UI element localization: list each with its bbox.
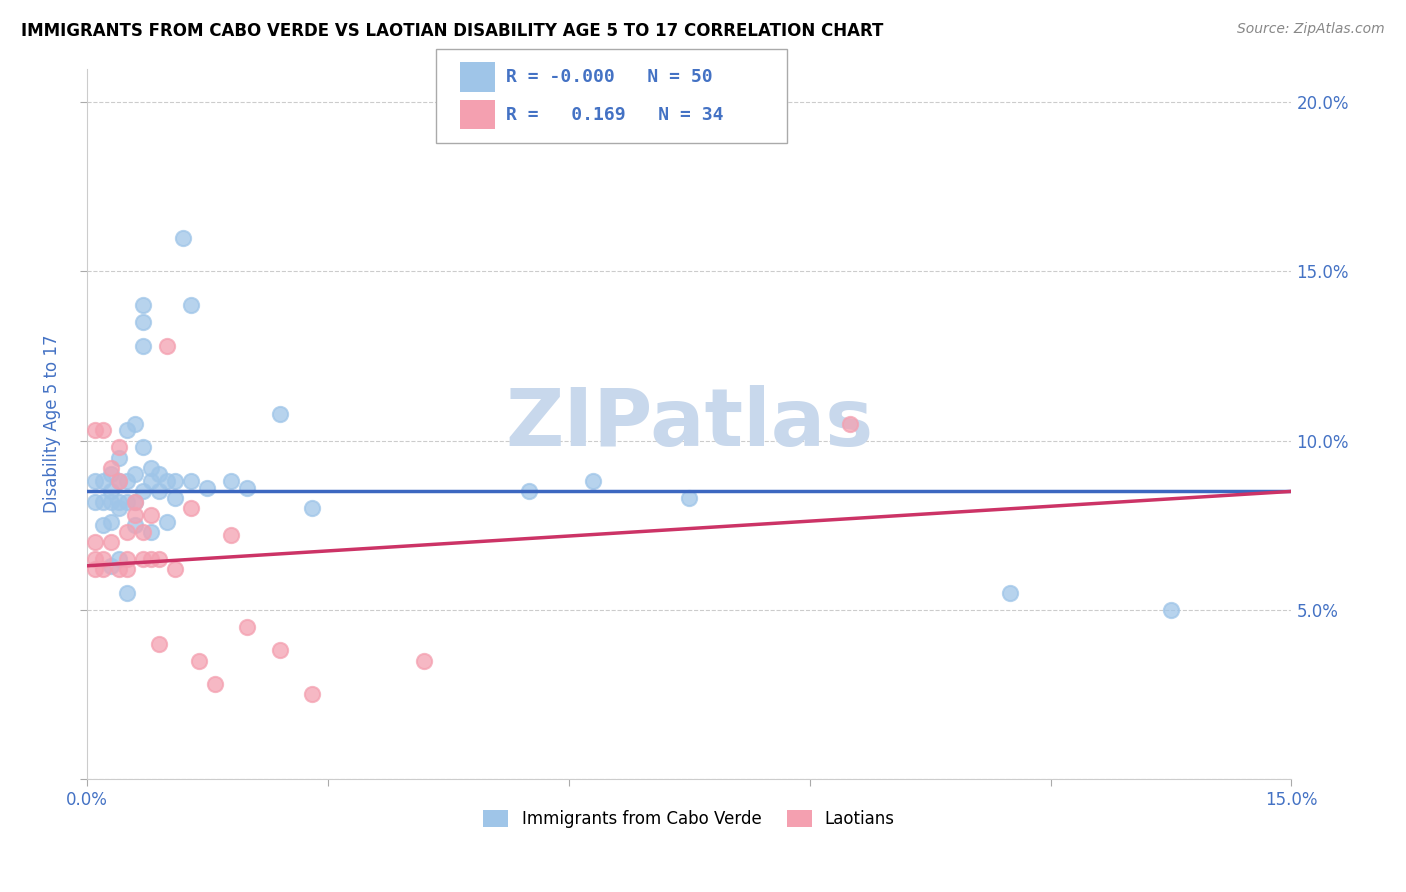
Point	[115, 494, 138, 508]
Point	[148, 467, 170, 482]
Text: ZIPatlas: ZIPatlas	[505, 384, 873, 463]
Point	[124, 494, 146, 508]
Point	[148, 552, 170, 566]
Point	[301, 687, 323, 701]
Point	[100, 467, 122, 482]
Point	[124, 417, 146, 431]
Point	[195, 481, 218, 495]
Point	[156, 515, 179, 529]
Point	[678, 491, 700, 505]
Point	[139, 508, 162, 522]
Point	[517, 484, 540, 499]
Point	[838, 417, 860, 431]
Point	[108, 474, 131, 488]
Point	[236, 481, 259, 495]
Point	[124, 508, 146, 522]
Point	[91, 424, 114, 438]
Point	[1160, 603, 1182, 617]
Point	[115, 552, 138, 566]
Point	[132, 298, 155, 312]
Y-axis label: Disability Age 5 to 17: Disability Age 5 to 17	[44, 334, 60, 513]
Point	[83, 494, 105, 508]
Point	[236, 620, 259, 634]
Point	[115, 474, 138, 488]
Point	[139, 524, 162, 539]
Point	[91, 562, 114, 576]
Point	[91, 518, 114, 533]
Point	[582, 474, 605, 488]
Point	[100, 558, 122, 573]
Point	[156, 474, 179, 488]
Point	[156, 339, 179, 353]
Point	[132, 315, 155, 329]
Point	[108, 562, 131, 576]
Point	[100, 535, 122, 549]
Text: R = -0.000   N = 50: R = -0.000 N = 50	[506, 68, 713, 87]
Point	[172, 230, 194, 244]
Point	[115, 524, 138, 539]
Point	[83, 552, 105, 566]
Point	[108, 552, 131, 566]
Point	[100, 484, 122, 499]
Text: R =   0.169   N = 34: R = 0.169 N = 34	[506, 105, 724, 124]
Point	[132, 339, 155, 353]
Point	[1000, 586, 1022, 600]
Legend: Immigrants from Cabo Verde, Laotians: Immigrants from Cabo Verde, Laotians	[477, 803, 901, 835]
Point	[180, 501, 202, 516]
Point	[83, 562, 105, 576]
Point	[115, 424, 138, 438]
Point	[148, 484, 170, 499]
Point	[132, 524, 155, 539]
Point	[100, 515, 122, 529]
Point	[165, 562, 187, 576]
Point	[115, 562, 138, 576]
Point	[100, 494, 122, 508]
Point	[132, 484, 155, 499]
Point	[148, 637, 170, 651]
Point	[115, 586, 138, 600]
Point	[180, 298, 202, 312]
Point	[221, 528, 243, 542]
Point	[124, 494, 146, 508]
Point	[165, 474, 187, 488]
Point	[108, 494, 131, 508]
Point	[83, 424, 105, 438]
Point	[91, 552, 114, 566]
Point	[108, 450, 131, 465]
Point	[180, 474, 202, 488]
Point	[91, 494, 114, 508]
Point	[188, 653, 211, 667]
Point	[139, 552, 162, 566]
Point	[301, 501, 323, 516]
Point	[83, 474, 105, 488]
Point	[139, 460, 162, 475]
Point	[83, 535, 105, 549]
Point	[108, 474, 131, 488]
Point	[108, 501, 131, 516]
Point	[269, 643, 291, 657]
Point	[91, 474, 114, 488]
Point	[204, 677, 226, 691]
Point	[221, 474, 243, 488]
Point	[165, 491, 187, 505]
Point	[124, 518, 146, 533]
Point	[132, 552, 155, 566]
Point	[132, 441, 155, 455]
Point	[100, 460, 122, 475]
Point	[139, 474, 162, 488]
Point	[413, 653, 436, 667]
Point	[124, 467, 146, 482]
Point	[108, 441, 131, 455]
Text: Source: ZipAtlas.com: Source: ZipAtlas.com	[1237, 22, 1385, 37]
Text: IMMIGRANTS FROM CABO VERDE VS LAOTIAN DISABILITY AGE 5 TO 17 CORRELATION CHART: IMMIGRANTS FROM CABO VERDE VS LAOTIAN DI…	[21, 22, 883, 40]
Point	[269, 407, 291, 421]
